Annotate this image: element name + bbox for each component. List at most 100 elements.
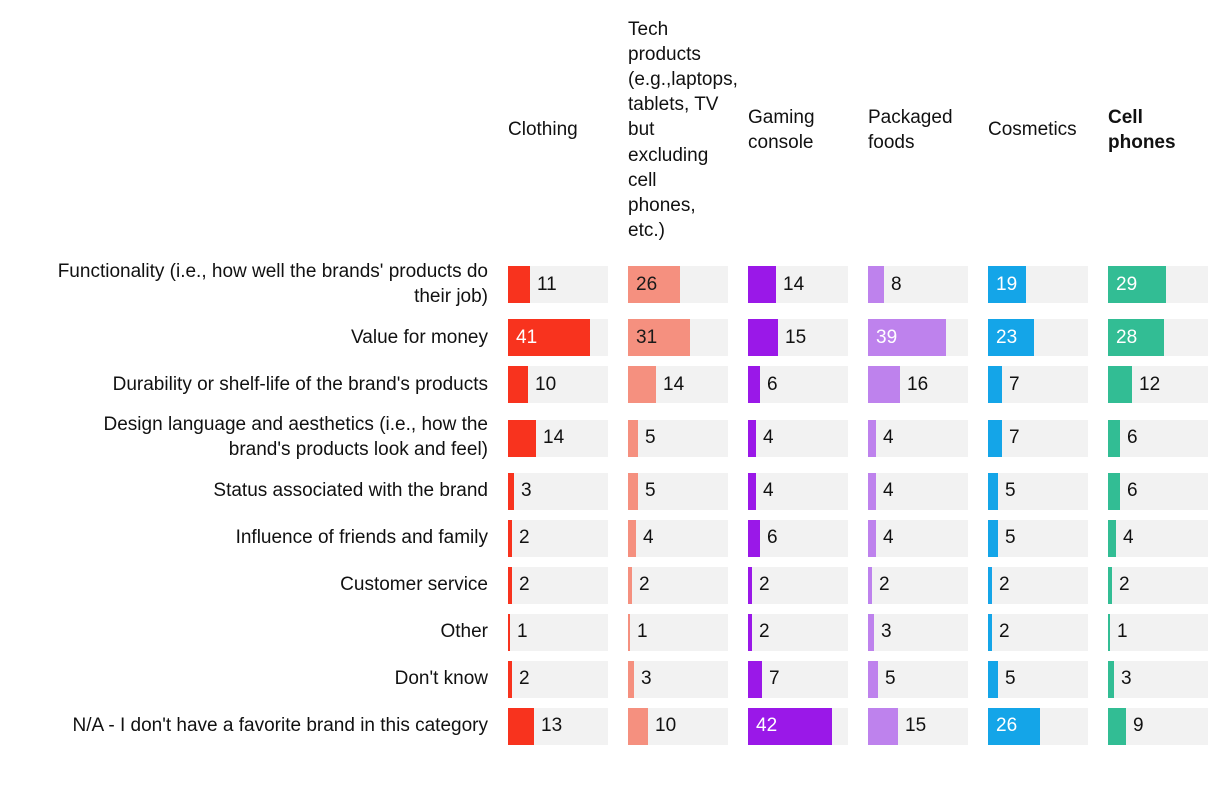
bar-track: 2 — [628, 566, 728, 604]
bar-track: 3 — [1108, 660, 1208, 698]
chart-row: Status associated with the brand 3 5 4 4 5 6 — [8, 472, 1220, 510]
bar-track: 7 — [748, 660, 848, 698]
bar-value: 14 — [783, 273, 805, 295]
bar-value: 6 — [1127, 480, 1138, 502]
bar-value: 2 — [519, 668, 530, 690]
bar-track: 2 — [748, 566, 848, 604]
bar-cosmetics — [988, 519, 998, 557]
bar-cell — [1108, 366, 1132, 404]
bar-value: 4 — [883, 527, 894, 549]
bar-cosmetics — [988, 566, 992, 604]
bar-value: 11 — [537, 273, 557, 295]
row-label: Design language and aesthetics (i.e., ho… — [103, 414, 488, 461]
bar-track: 5 — [628, 472, 728, 510]
bar-value: 39 — [876, 326, 898, 348]
bar-cosmetics — [988, 613, 992, 651]
bar-value: 15 — [905, 715, 927, 737]
bar-value: 13 — [541, 715, 563, 737]
bar-tech — [628, 472, 638, 510]
bar-track: 4 — [868, 519, 968, 557]
bar-cell — [1108, 472, 1120, 510]
bar-value: 28 — [1116, 326, 1138, 348]
bar-cosmetics — [988, 419, 1002, 457]
column-header: Clothing — [508, 119, 578, 141]
bar-tech — [628, 366, 656, 404]
bar-track: 15 — [868, 707, 968, 745]
bar-track: 14 — [508, 419, 608, 457]
bar-tech — [628, 319, 690, 357]
bar-track: 5 — [988, 519, 1088, 557]
bar-track: 6 — [748, 366, 848, 404]
bar-value: 2 — [759, 574, 770, 596]
bar-gaming — [748, 660, 762, 698]
bar-tech — [628, 419, 638, 457]
bar-value: 1 — [637, 621, 648, 643]
chart-row: Functionality (i.e., how well the brands… — [8, 260, 1220, 309]
bar-track: 14 — [748, 266, 848, 304]
bar-packaged — [868, 366, 900, 404]
bar-value: 4 — [1123, 527, 1134, 549]
bar-cosmetics — [988, 660, 998, 698]
bar-value: 4 — [763, 427, 774, 449]
bar-track: 2 — [748, 613, 848, 651]
row-label: Other — [440, 620, 488, 642]
bar-clothing — [508, 566, 512, 604]
bar-clothing — [508, 613, 510, 651]
bar-track: 7 — [988, 366, 1088, 404]
chart-body: Functionality (i.e., how well the brands… — [8, 260, 1220, 745]
bar-packaged — [868, 613, 874, 651]
column-header: Tech products (e.g.,laptops, tablets, TV… — [628, 19, 738, 241]
bar-value: 3 — [881, 621, 892, 643]
bar-value: 4 — [883, 480, 894, 502]
bar-value: 3 — [1121, 668, 1132, 690]
bar-gaming — [748, 319, 778, 357]
bar-track: 31 — [628, 319, 728, 357]
bar-value: 7 — [769, 668, 780, 690]
bar-clothing — [508, 419, 536, 457]
bar-cell — [1108, 266, 1166, 304]
bar-value: 4 — [883, 427, 894, 449]
bar-value: 2 — [519, 574, 530, 596]
column-header: Gaming console — [748, 106, 815, 153]
bar-track: 39 — [868, 319, 968, 357]
chart-row: N/A - I don't have a favorite brand in t… — [8, 707, 1220, 745]
bar-value: 14 — [543, 427, 565, 449]
bar-value: 42 — [756, 715, 778, 737]
bar-track: 9 — [1108, 707, 1208, 745]
bar-gaming — [748, 266, 776, 304]
bar-value: 2 — [879, 574, 890, 596]
bar-value: 12 — [1139, 373, 1161, 395]
bar-value: 4 — [643, 527, 654, 549]
bar-track: 3 — [508, 472, 608, 510]
row-label: N/A - I don't have a favorite brand in t… — [72, 714, 488, 736]
bar-track: 8 — [868, 266, 968, 304]
bar-track: 13 — [508, 707, 608, 745]
bar-track: 5 — [628, 419, 728, 457]
bar-cell — [1108, 419, 1120, 457]
bar-gaming — [748, 613, 752, 651]
bar-clothing — [508, 319, 590, 357]
bar-packaged — [868, 660, 878, 698]
bar-track: 4 — [868, 472, 968, 510]
column-headers: Clothing Tech products (e.g.,laptops, tab… — [8, 6, 1220, 254]
column-header: Cell phones — [1108, 106, 1176, 153]
row-label: Value for money — [351, 326, 488, 348]
bar-track: 3 — [868, 613, 968, 651]
bar-track: 11 — [508, 266, 608, 304]
bar-track: 28 — [1108, 319, 1208, 357]
bar-track: 26 — [628, 266, 728, 304]
bar-value: 6 — [1127, 427, 1138, 449]
bar-gaming — [748, 519, 760, 557]
bar-value: 2 — [639, 574, 650, 596]
chart-row: Influence of friends and family 2 4 6 4 5 4 — [8, 519, 1220, 557]
bar-track: 19 — [988, 266, 1088, 304]
bar-packaged — [868, 266, 884, 304]
bar-value: 6 — [767, 373, 778, 395]
bar-clothing — [508, 519, 512, 557]
bar-tech — [628, 613, 630, 651]
bar-track: 5 — [988, 472, 1088, 510]
bar-tech — [628, 660, 634, 698]
bar-cosmetics — [988, 472, 998, 510]
bar-value: 8 — [891, 273, 902, 295]
bar-packaged — [868, 472, 876, 510]
